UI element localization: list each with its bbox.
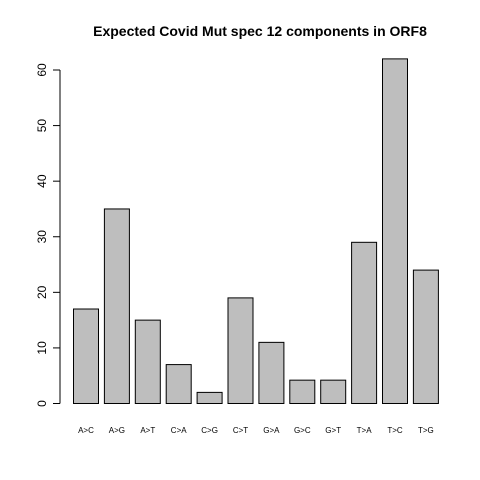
bar-C-to-G — [196, 391, 223, 404]
y-tick-label: 50 — [35, 119, 49, 133]
bar-C-to-A — [165, 364, 192, 405]
bar-T-to-A — [351, 241, 378, 404]
bar-G-to-A — [258, 341, 285, 405]
x-tick-label: A>T — [140, 426, 155, 435]
x-tick-label: C>G — [201, 426, 218, 435]
x-tick-label: T>C — [387, 426, 403, 435]
bar-T-to-C — [382, 58, 408, 405]
bar-C-to-T — [227, 297, 254, 404]
x-tick-label: C>A — [171, 426, 187, 435]
y-tick-label: 30 — [35, 230, 49, 244]
bar-A-to-C — [73, 308, 99, 404]
x-axis-labels: A>C A>G A>T C>A C>G C>T G>A G>C G>T T>A T>C T>G — [78, 426, 434, 435]
x-tick-label: A>C — [78, 426, 94, 435]
y-tick-label: 60 — [35, 63, 49, 77]
bar-G-to-C — [289, 379, 316, 404]
bar-T-to-G — [412, 269, 439, 404]
bar-G-to-T — [320, 379, 347, 404]
y-axis: 0 10 20 30 40 50 60 — [35, 63, 61, 407]
y-tick-label: 20 — [35, 285, 49, 299]
y-tick-label: 0 — [35, 400, 49, 407]
x-tick-label: A>G — [109, 426, 125, 435]
x-tick-label: G>A — [263, 426, 280, 435]
bar-A-to-T — [134, 319, 161, 404]
x-tick-label: G>T — [325, 426, 341, 435]
y-tick-label: 40 — [35, 174, 49, 188]
x-tick-label: G>C — [294, 426, 311, 435]
chart-title: Expected Covid Mut spec 12 components in… — [93, 23, 427, 39]
x-tick-label: C>T — [233, 426, 248, 435]
bar-A-to-G — [103, 208, 130, 404]
bars-group — [73, 58, 439, 405]
x-tick-label: T>A — [357, 426, 373, 435]
y-tick-label: 10 — [35, 341, 49, 355]
x-tick-label: T>G — [418, 426, 434, 435]
